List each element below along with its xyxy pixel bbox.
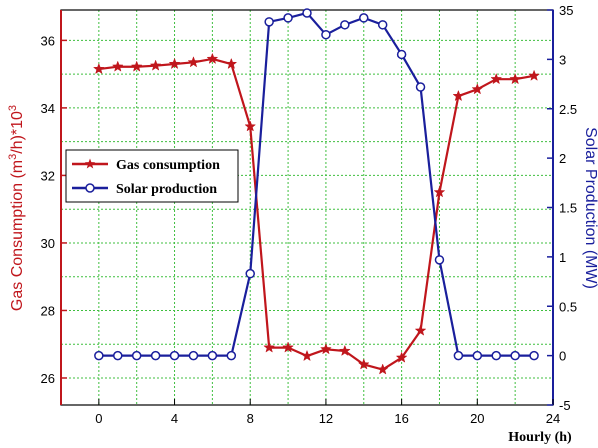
solar-production-point	[359, 13, 369, 23]
solar-production-point	[434, 255, 445, 265]
gas-consumption-point	[471, 83, 484, 95]
right-tick-label: 1.5	[559, 201, 577, 216]
solar-production-point	[245, 268, 255, 279]
right-axis-ticks: -5 0 0.5 1 1.5 2 2.5 3 35	[547, 3, 577, 413]
gas-consumption-point	[376, 363, 389, 375]
gas-consumption-point	[168, 57, 181, 70]
series-group	[92, 8, 540, 375]
gas-consumption-line	[98, 57, 535, 371]
right-tick-label: 2	[559, 151, 566, 166]
solar-production-point	[131, 350, 142, 361]
x-tick-label: 20	[470, 411, 484, 426]
gas-consumption-point	[206, 52, 219, 64]
gas-consumption-point	[320, 343, 332, 355]
gas-consumption-point	[92, 62, 105, 75]
left-axis-ticks: 26 28 30 32 34 36	[41, 33, 67, 386]
solar-production-point	[453, 350, 464, 361]
solar-production-point	[264, 17, 274, 27]
left-axis-label: Gas Consumption (m3/h)*103	[7, 105, 26, 311]
solar-production-point	[113, 350, 123, 361]
solar-production-point	[415, 82, 426, 92]
x-tick-label: 0	[95, 411, 102, 426]
gas-consumption-point	[244, 120, 257, 132]
solar-production-point	[188, 350, 199, 361]
right-axis-label: Solar Production (MW)	[582, 127, 598, 289]
solar-production-point	[283, 13, 293, 23]
solar-production-point	[207, 350, 218, 361]
left-tick-label: 36	[41, 33, 55, 48]
x-axis-ticks: 0 4 8 12 16 20 24	[95, 399, 560, 426]
right-tick-label: -5	[559, 398, 571, 413]
solar-production-point	[396, 49, 407, 60]
solar-production-point	[340, 20, 350, 30]
right-tick-label: 35	[559, 3, 573, 18]
gas-consumption-point	[414, 324, 427, 336]
gas-consumption-point	[509, 72, 522, 85]
gas-consumption-point	[263, 341, 276, 353]
x-tick-label: 4	[171, 411, 178, 426]
left-tick-label: 32	[41, 168, 55, 183]
gas-consumption-point	[490, 72, 503, 85]
legend: Gas consumption Solar production	[65, 149, 239, 203]
solar-production-point	[150, 350, 161, 361]
solar-production-point	[94, 350, 104, 361]
solar-production-point	[491, 350, 501, 361]
solar-production-point	[510, 350, 520, 361]
gas-consumption-point	[111, 60, 124, 72]
right-tick-label: 1	[559, 250, 566, 265]
right-tick-label: 2.5	[559, 102, 577, 117]
solar-production-point	[377, 20, 388, 30]
left-tick-label: 28	[41, 303, 55, 318]
left-tick-label: 30	[41, 236, 55, 251]
gas-consumption-point	[395, 351, 408, 363]
gas-consumption-point	[130, 60, 143, 72]
x-tick-label: 12	[319, 411, 333, 426]
solar-production-point	[321, 29, 331, 40]
solar-production-point	[529, 350, 539, 361]
right-tick-label: 0.5	[559, 299, 577, 314]
legend-box	[65, 149, 239, 203]
gas-consumption-point	[149, 59, 162, 71]
legend-gas-label: Gas consumption	[116, 158, 220, 173]
left-tick-label: 26	[41, 371, 55, 386]
legend-solar-label: Solar production	[116, 182, 217, 197]
x-tick-label: 16	[394, 411, 408, 426]
solar-production-point	[226, 350, 237, 361]
legend-gas-marker	[84, 158, 96, 169]
x-tick-label: 24	[546, 411, 560, 426]
x-tick-label: 8	[247, 411, 254, 426]
gas-consumption-point	[433, 186, 446, 198]
right-tick-label: 0	[559, 349, 566, 364]
solar-production-point	[302, 8, 312, 18]
solar-production-point	[472, 350, 483, 361]
gas-consumption-point	[452, 89, 465, 102]
left-tick-label: 34	[41, 101, 55, 116]
legend-solar-marker	[85, 183, 95, 193]
gas-consumption-point	[528, 69, 540, 81]
gas-consumption-point	[225, 57, 238, 70]
x-axis-label: Hourly (h)	[508, 430, 572, 445]
solar-production-point	[169, 350, 180, 361]
gas-consumption-point	[338, 344, 351, 357]
gas-consumption-point	[301, 349, 313, 362]
gas-consumption-point	[357, 358, 370, 370]
gas-consumption-point	[282, 341, 294, 353]
right-tick-label: 3	[559, 52, 566, 67]
gas-consumption-point	[187, 56, 200, 68]
